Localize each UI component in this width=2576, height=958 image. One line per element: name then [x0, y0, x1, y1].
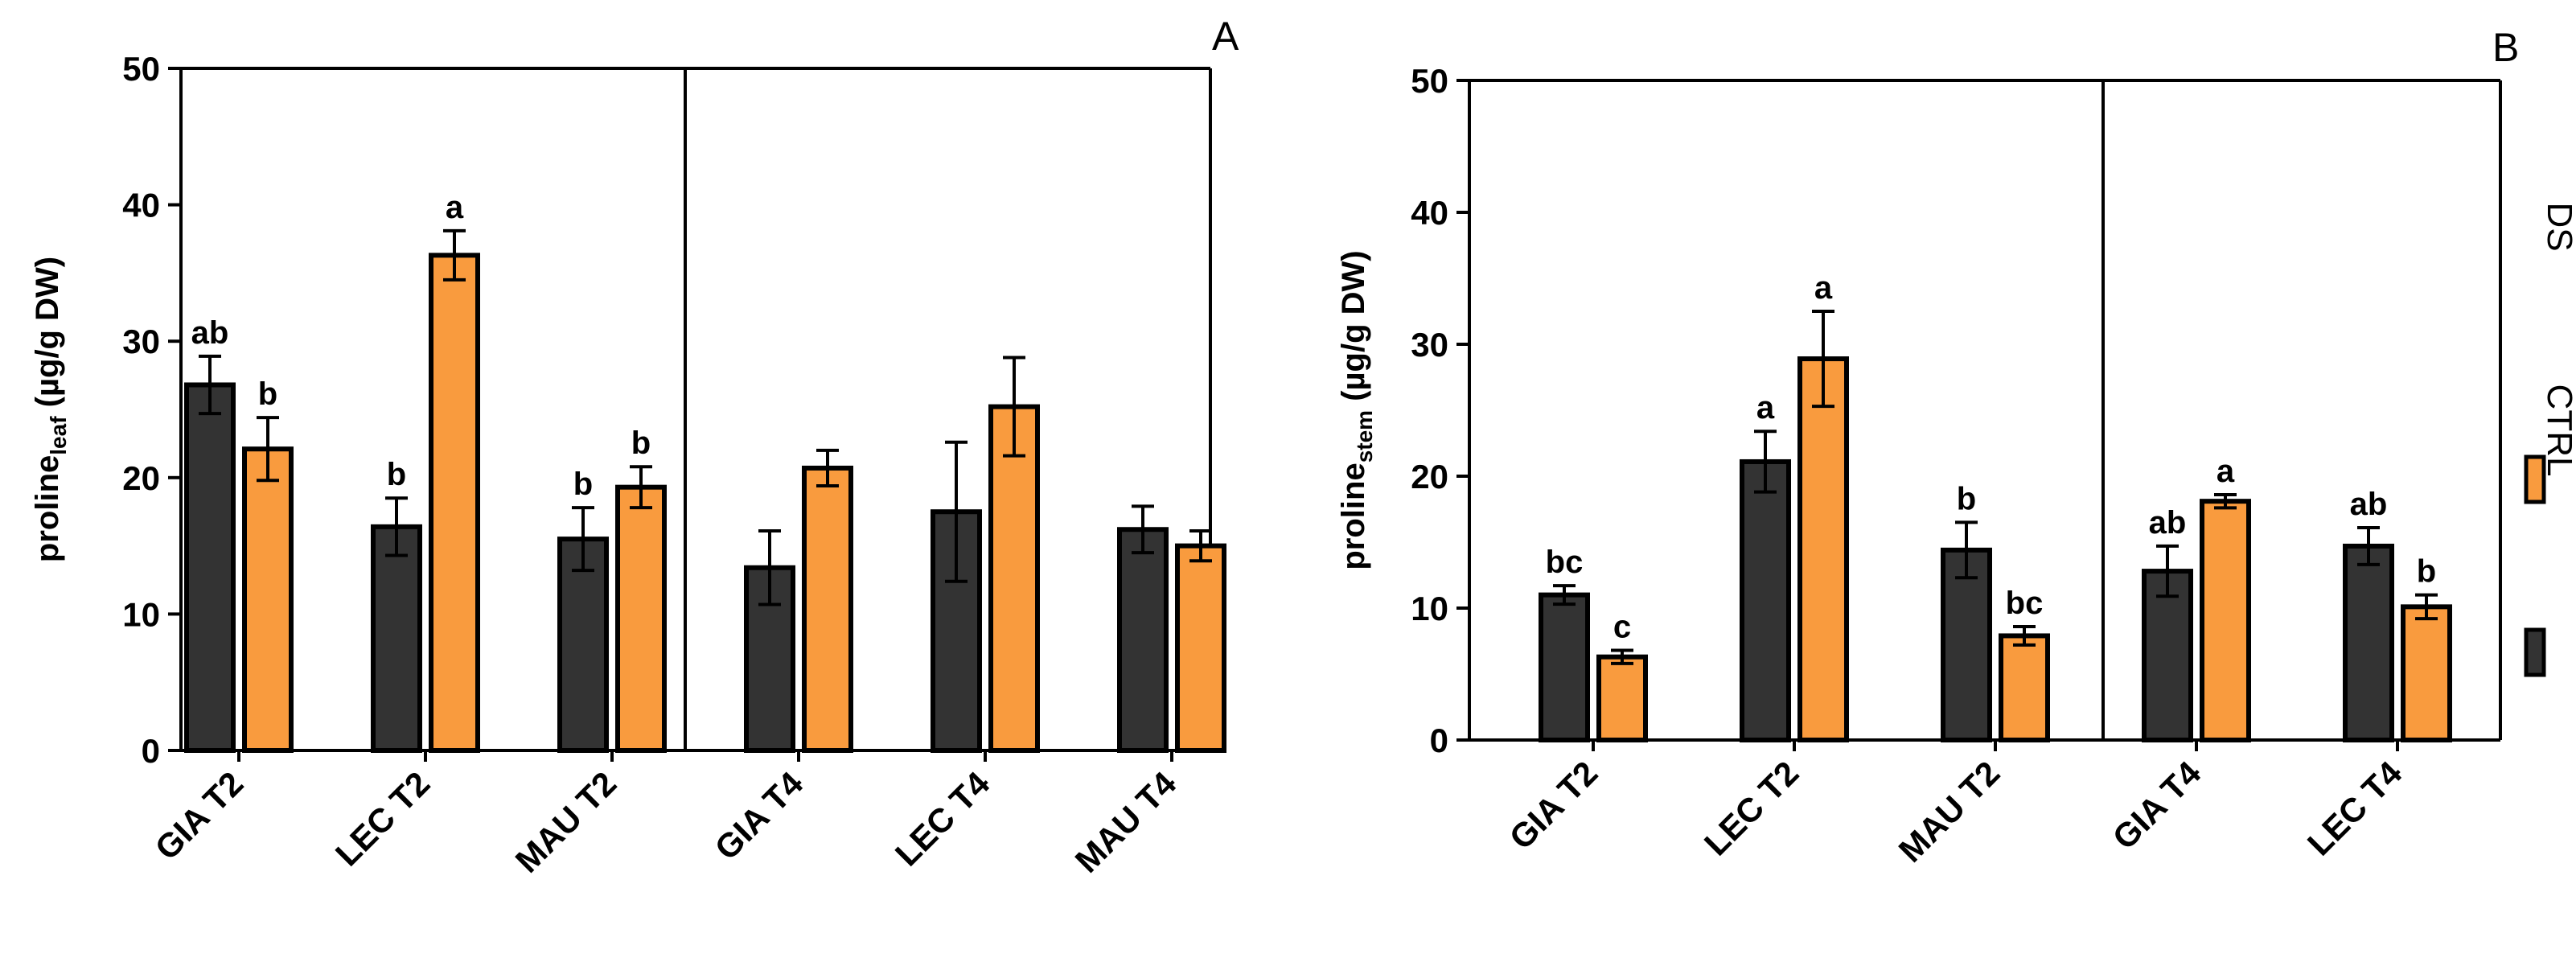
y-tick-label: 0 — [142, 732, 160, 770]
y-axis-label: prolineleaf (µg/g DW) — [30, 257, 71, 562]
bar-ctrl — [184, 382, 236, 753]
bar-ds — [1596, 654, 1648, 742]
y-tick-label: 40 — [122, 187, 160, 224]
bar-ds — [988, 404, 1040, 753]
bar-ds — [2401, 604, 2452, 742]
y-tick-label: 10 — [122, 595, 160, 633]
y-tick-label: 50 — [122, 50, 160, 88]
category-label: LEC T4 — [888, 764, 997, 874]
significance-label: bc — [1546, 545, 1584, 580]
significance-label: bc — [2006, 586, 2044, 621]
y-tick-label: 20 — [1411, 458, 1448, 495]
category-label: GIA T4 — [2106, 754, 2208, 857]
y-tick-label: 40 — [1411, 194, 1448, 232]
legend-swatch-ctrl — [2524, 627, 2546, 677]
bar-ds — [802, 465, 853, 753]
bar-ds — [1797, 356, 1849, 742]
legend-label-ctrl: CTRL — [2540, 384, 2576, 477]
bar-ds — [2200, 499, 2251, 742]
bar-ctrl — [2343, 543, 2394, 742]
y-tick-label: 10 — [1411, 590, 1448, 627]
y-tick-label: 30 — [1411, 326, 1448, 364]
category-label: MAU T2 — [508, 764, 624, 880]
y-tick-label: 50 — [1411, 62, 1448, 100]
bar-ds — [615, 484, 667, 753]
significance-label: b — [258, 376, 277, 412]
bar-ctrl — [371, 524, 422, 754]
category-label: GIA T4 — [708, 764, 811, 867]
category-label: LEC T2 — [1697, 754, 1806, 863]
significance-label: a — [446, 190, 464, 225]
significance-label: ab — [2350, 487, 2388, 522]
category-label: MAU T4 — [1068, 764, 1184, 880]
category-label: LEC T2 — [328, 764, 438, 874]
significance-label: b — [387, 457, 406, 492]
bar-ctrl — [931, 509, 982, 753]
category-label: MAU T2 — [1892, 754, 2007, 870]
panel-label: B — [2492, 25, 2519, 70]
significance-label: a — [2217, 454, 2235, 489]
significance-label: ab — [191, 315, 229, 351]
category-label: GIA T2 — [148, 764, 251, 867]
significance-label: a — [1756, 390, 1775, 426]
legend: DS CTRL — [2524, 202, 2576, 677]
y-axis-label: prolinestem (µg/g DW) — [1336, 250, 1377, 569]
bar-ctrl — [1539, 592, 1590, 742]
bar-ctrl — [1740, 458, 1791, 743]
significance-label: ab — [2149, 505, 2187, 541]
bar-ds — [429, 253, 480, 753]
category-label: LEC T4 — [2300, 754, 2410, 863]
y-tick-label: 20 — [122, 459, 160, 497]
legend-swatch-ds — [2524, 454, 2546, 504]
significance-label: a — [1814, 270, 1833, 306]
significance-label: c — [1613, 609, 1631, 644]
significance-label: b — [1957, 481, 1976, 516]
y-tick-label: 30 — [122, 323, 160, 360]
significance-label: b — [631, 426, 651, 461]
bar-ds — [242, 446, 294, 754]
bar-ds — [1999, 633, 2050, 742]
bar-ctrl — [1117, 527, 1169, 753]
category-label: GIA T2 — [1502, 754, 1605, 857]
significance-label: b — [573, 467, 593, 502]
y-tick-label: 0 — [1430, 722, 1448, 759]
significance-label: b — [2417, 554, 2436, 590]
legend-label-ds: DS — [2540, 202, 2576, 251]
panel-label: A — [1212, 14, 1239, 59]
bar-ds — [1175, 543, 1226, 753]
